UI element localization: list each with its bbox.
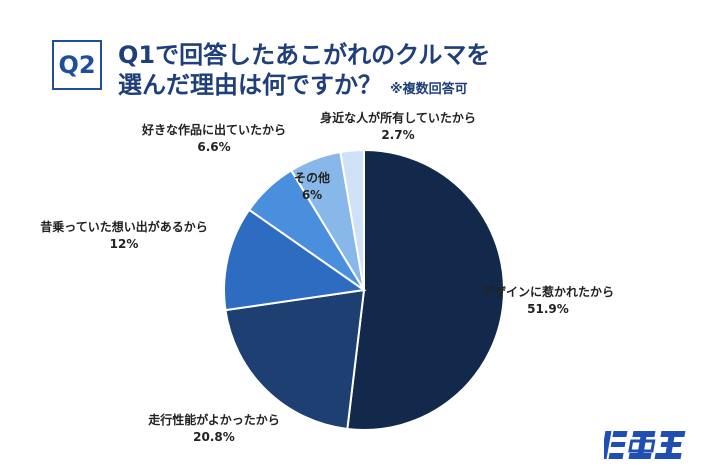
kyushaoh-logo bbox=[604, 431, 686, 459]
slice-label-4: 好きな作品に出ていたから bbox=[141, 122, 286, 137]
slice-label-2: 走行性能がよかったから bbox=[148, 412, 279, 427]
slice-label-5: その他 bbox=[294, 170, 330, 185]
title-line-2: 選んだ理由は何ですか？ ※複数回答可 bbox=[118, 70, 490, 105]
slice-value-3: 12% bbox=[110, 237, 139, 251]
slice-label-6: 身近な人が所有していたから bbox=[320, 110, 476, 125]
slice-label-1: デザインに惹かれたから bbox=[482, 284, 614, 299]
slice-value-6: 2.7% bbox=[381, 128, 414, 142]
slice-value-1: 51.9% bbox=[527, 302, 569, 316]
pie-slice-1 bbox=[346, 148, 505, 431]
slice-value-2: 20.8% bbox=[193, 430, 235, 444]
chart-title: Q1で回答したあこがれのクルマを 選んだ理由は何ですか？ ※複数回答可 bbox=[118, 40, 490, 105]
question-badge: Q2 bbox=[52, 40, 102, 90]
slice-value-4: 6.6% bbox=[197, 140, 230, 154]
pie-slice-6 bbox=[339, 148, 365, 291]
multiple-answers-note: ※複数回答可 bbox=[390, 82, 468, 97]
pie-slices bbox=[223, 148, 505, 431]
pie-slice-2 bbox=[224, 288, 366, 431]
slice-value-5: 6% bbox=[302, 188, 322, 202]
pie-labels: デザインに惹かれたから 51.9% 走行性能がよかったから 20.8% 昔乗っていた想い… bbox=[40, 110, 614, 444]
pie-slice-3 bbox=[223, 208, 367, 312]
title-line-1: Q1で回答したあこがれのクルマを bbox=[118, 41, 491, 69]
slice-label-3: 昔乗っていた想い出があるから bbox=[40, 219, 207, 234]
title-line-2-text: 選んだ理由は何ですか？ bbox=[118, 71, 382, 99]
